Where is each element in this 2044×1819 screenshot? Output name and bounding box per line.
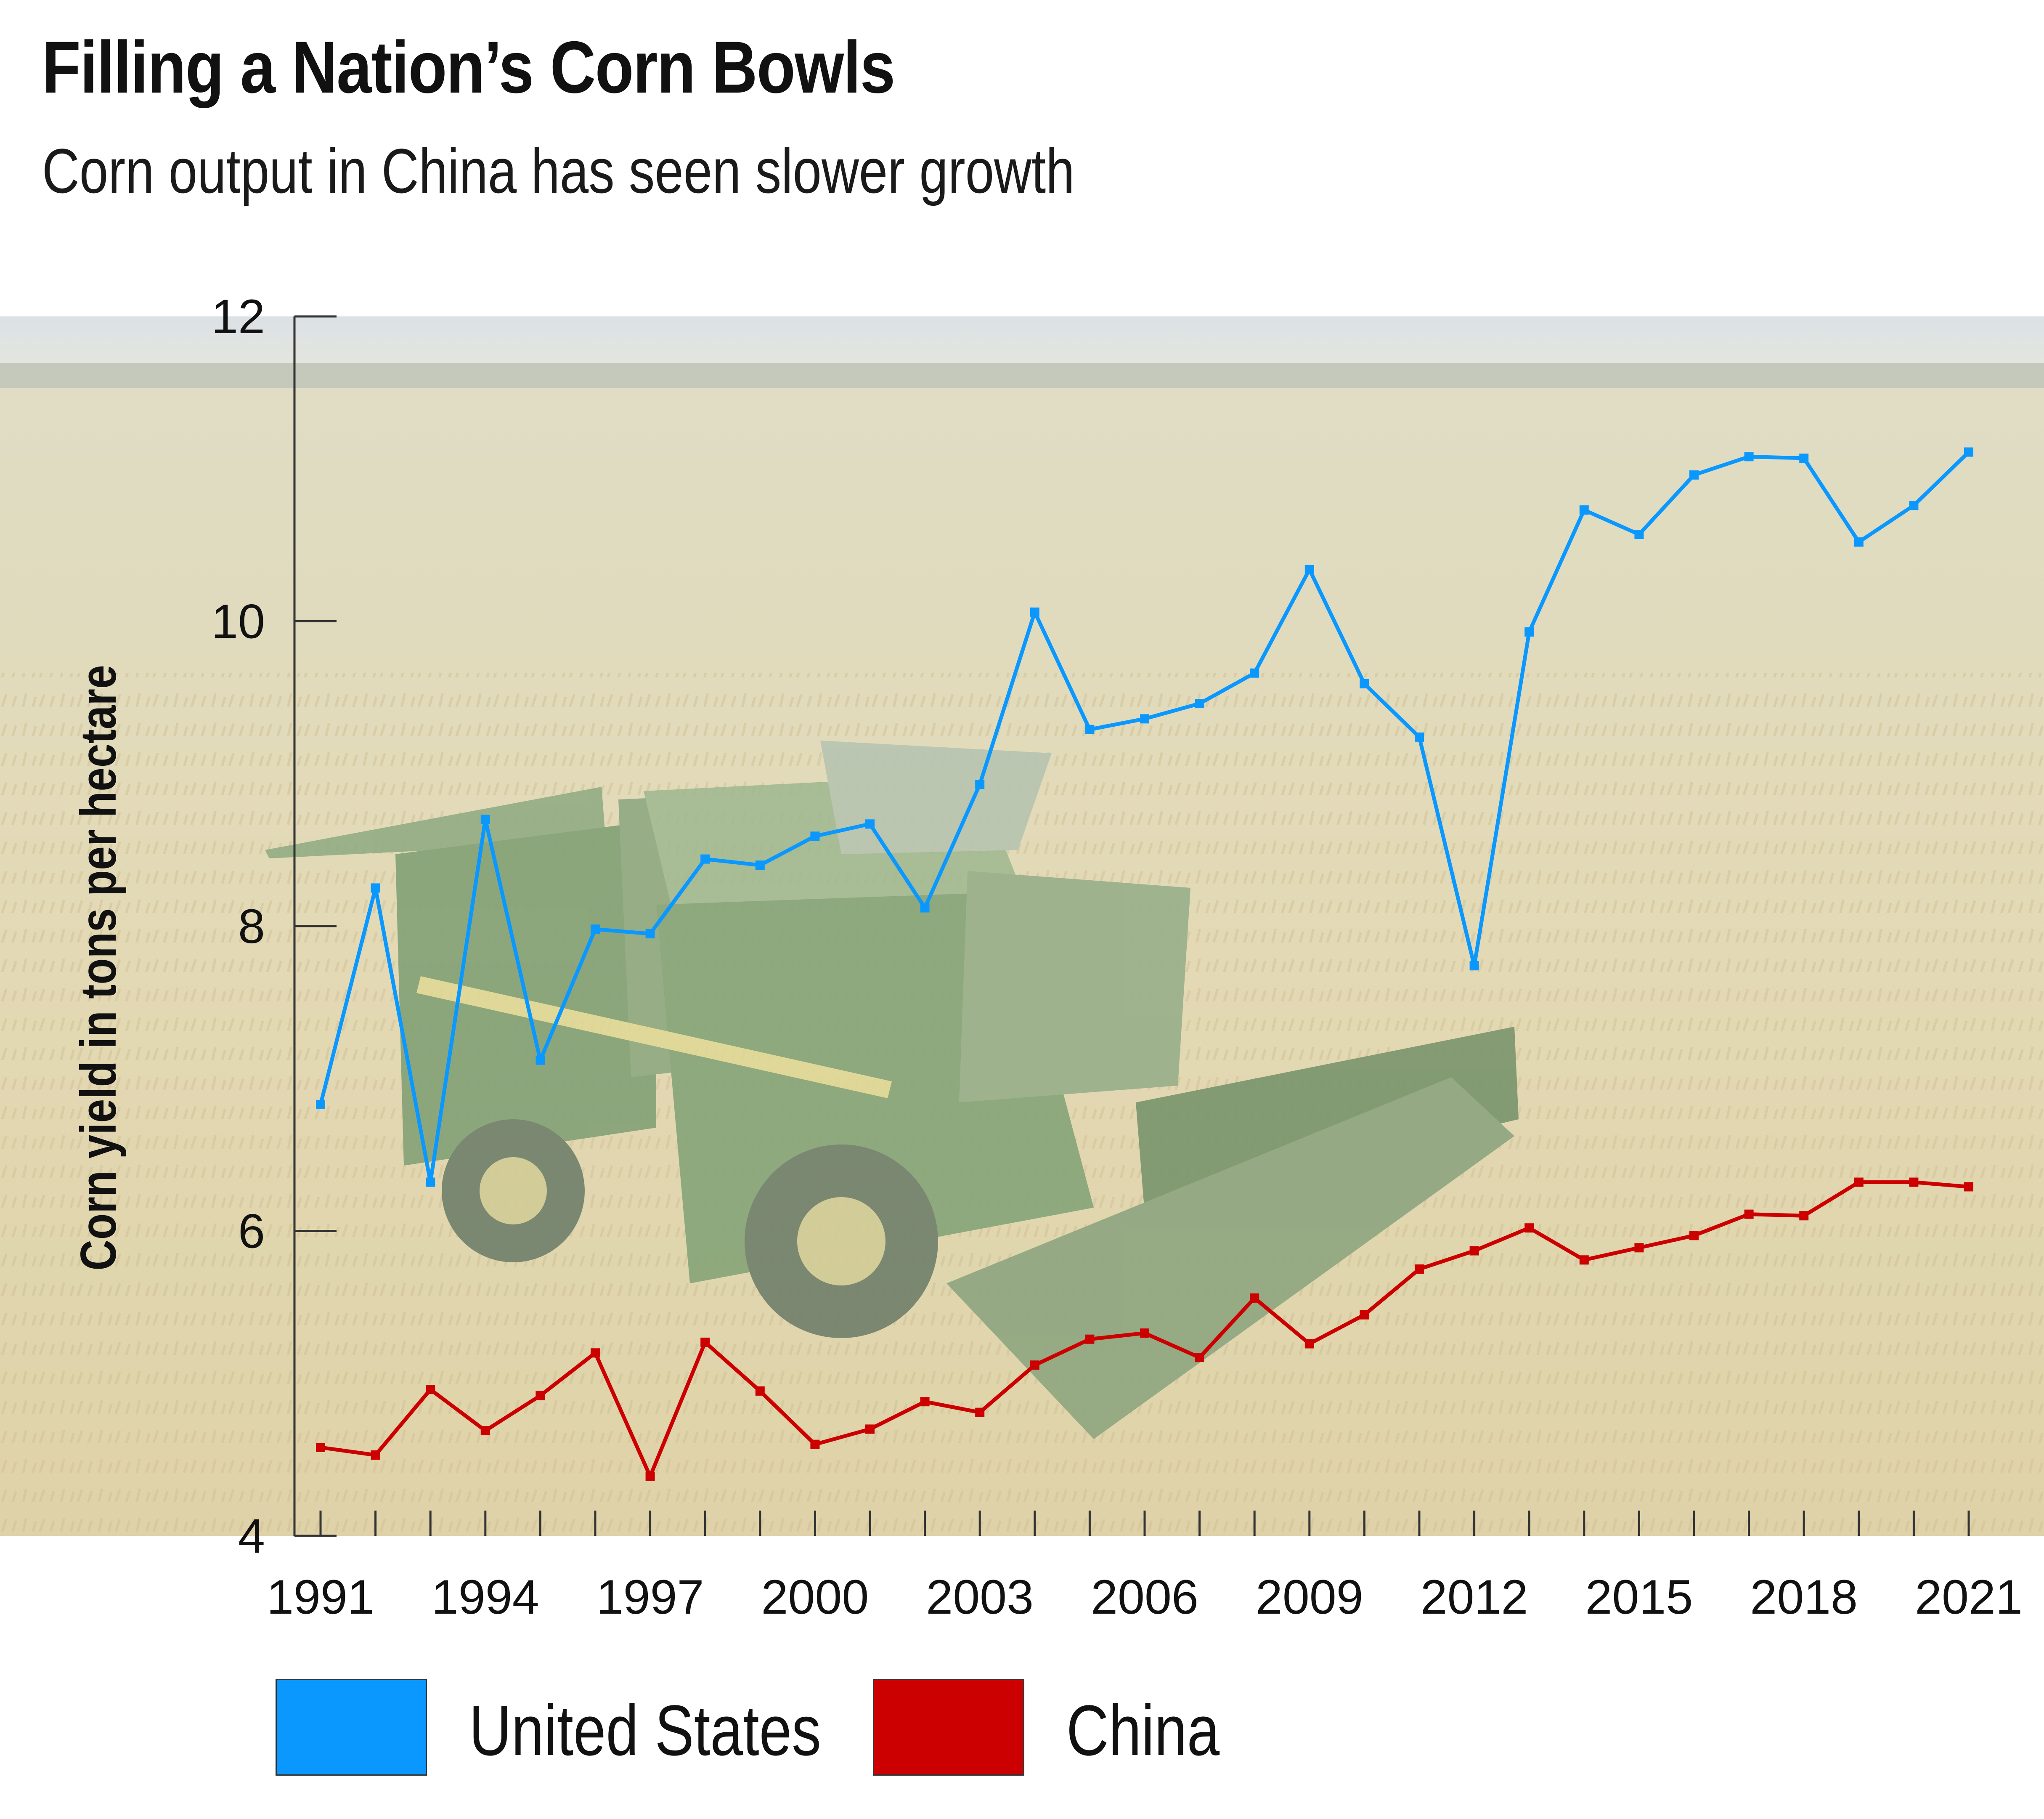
data-point-china (1524, 1223, 1534, 1233)
data-point-united-states (1909, 501, 1919, 510)
harvester-illustration (265, 741, 1519, 1439)
data-point-united-states (1579, 505, 1589, 515)
x-tick-label: 2015 (1585, 1570, 1693, 1624)
x-tick-label: 1997 (596, 1570, 704, 1624)
data-point-united-states (591, 924, 600, 934)
data-point-united-states (865, 819, 875, 829)
data-point-china (480, 1426, 490, 1436)
data-point-united-states (1689, 470, 1699, 480)
data-point-china (1304, 1339, 1314, 1349)
x-tick-label: 2018 (1750, 1570, 1858, 1624)
data-point-china (920, 1397, 930, 1407)
data-point-china (316, 1442, 325, 1452)
x-tick-label: 2006 (1091, 1570, 1198, 1624)
legend: United States China (0, 1679, 2044, 1780)
data-point-china (810, 1439, 820, 1449)
background-photo (0, 316, 2044, 1536)
x-tick-label: 2009 (1256, 1570, 1363, 1624)
data-point-china (1415, 1264, 1424, 1274)
data-point-china (1469, 1246, 1479, 1256)
data-point-united-states (1964, 447, 1973, 457)
x-tick-label: 2021 (1915, 1570, 2023, 1624)
data-point-united-states (700, 854, 710, 864)
data-point-united-states (1415, 732, 1424, 742)
data-point-china (591, 1348, 600, 1358)
data-point-united-states (1140, 714, 1149, 724)
y-axis-ticks: 4 6 8 10 12 (211, 290, 337, 1563)
data-point-china (1579, 1255, 1589, 1265)
data-point-united-states (1469, 961, 1479, 971)
data-point-china (1030, 1360, 1039, 1370)
data-point-united-states (975, 780, 985, 789)
x-tick-label: 2000 (761, 1570, 869, 1624)
data-point-united-states (371, 883, 380, 893)
data-point-united-states (1085, 725, 1095, 734)
data-point-china (1799, 1211, 1809, 1221)
data-point-china (975, 1407, 985, 1417)
data-point-united-states (1854, 537, 1864, 547)
data-point-united-states (1524, 627, 1534, 637)
y-tick-label: 10 (211, 595, 265, 649)
data-point-united-states (1195, 699, 1204, 709)
data-point-china (1634, 1243, 1644, 1253)
data-point-united-states (755, 860, 765, 870)
y-tick-label: 6 (238, 1205, 265, 1259)
data-point-united-states (1250, 668, 1259, 678)
x-tick-label: 1994 (432, 1570, 539, 1624)
series-layer (316, 447, 1973, 1481)
data-point-united-states (645, 929, 655, 939)
data-point-united-states (920, 903, 930, 913)
data-point-united-states (1304, 565, 1314, 574)
data-point-china (1085, 1334, 1095, 1344)
data-point-china (645, 1471, 655, 1481)
legend-swatch-united-states (276, 1679, 427, 1776)
data-point-united-states (1799, 453, 1809, 463)
data-point-china (1964, 1182, 1973, 1192)
data-point-china (1909, 1177, 1919, 1187)
data-point-united-states (1634, 530, 1644, 539)
x-axis-ticks: 1991 1994 1997 2000 2003 2006 2009 2012 2015 2018… (267, 1511, 2023, 1624)
data-point-china (755, 1386, 765, 1396)
chart-subtitle: Corn output in China has seen slower gro… (42, 135, 1075, 206)
y-tick-label: 12 (211, 290, 265, 344)
data-point-united-states (1360, 679, 1369, 689)
data-point-china (536, 1391, 545, 1400)
data-point-china (1744, 1209, 1754, 1219)
data-point-united-states (810, 831, 820, 841)
legend-label-united-states: United States (469, 1691, 821, 1771)
y-axis-label: Corn yield in tons per hectare (70, 665, 127, 1271)
data-point-united-states (1744, 452, 1754, 462)
data-point-united-states (536, 1055, 545, 1065)
data-point-united-states (1030, 607, 1039, 617)
data-point-united-states (316, 1099, 325, 1109)
data-point-china (1854, 1177, 1864, 1187)
data-point-china (371, 1450, 380, 1460)
y-tick-label: 4 (238, 1509, 265, 1563)
data-point-china (1140, 1328, 1149, 1338)
data-point-china (1195, 1353, 1204, 1362)
data-point-china (1360, 1310, 1369, 1320)
legend-swatch-china (873, 1679, 1024, 1776)
data-point-united-states (480, 815, 490, 824)
x-tick-label: 2012 (1421, 1570, 1528, 1624)
data-point-china (1689, 1231, 1699, 1240)
x-tick-label: 1991 (267, 1570, 374, 1624)
data-point-china (1250, 1293, 1259, 1303)
chart-title: Filling a Nation’s Corn Bowls (42, 27, 895, 109)
data-point-china (700, 1337, 710, 1347)
x-tick-label: 2003 (926, 1570, 1034, 1624)
legend-label-china: China (1066, 1691, 1220, 1771)
data-point-china (865, 1424, 875, 1434)
y-tick-label: 8 (238, 900, 265, 953)
data-point-china (426, 1385, 435, 1394)
data-point-united-states (426, 1177, 435, 1187)
